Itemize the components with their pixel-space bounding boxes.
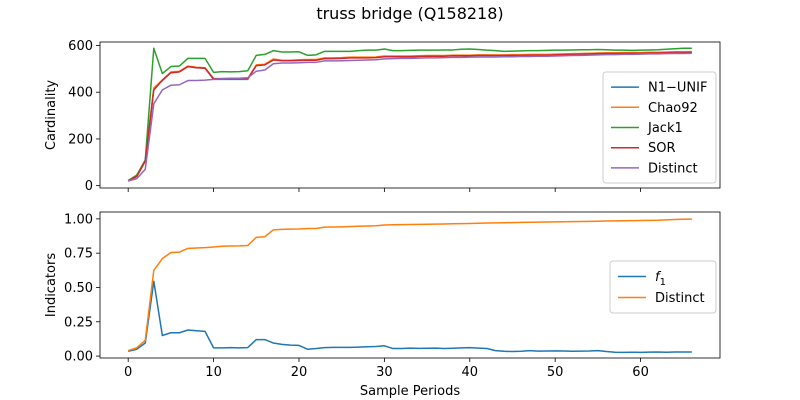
- y-axis-label: Cardinality: [44, 80, 59, 151]
- x-tick-label: 0: [124, 365, 132, 380]
- y-tick-label: 0.75: [64, 247, 93, 262]
- legend-box: [609, 260, 717, 314]
- x-axis-label: Sample Periods: [360, 384, 460, 399]
- y-tick-label: 0.50: [64, 281, 93, 296]
- y-tick-label: 0: [85, 179, 93, 194]
- plot-frame: [99, 211, 721, 359]
- cardinality-plot: 0 200 400 600 Cardinality N1−UNIF Chao92 Jack1 S…: [44, 39, 721, 194]
- legend-label: SOR: [648, 141, 676, 156]
- series-line-2: [127, 47, 692, 182]
- legend-label: f1: [655, 270, 666, 288]
- legend-label: N1−UNIF: [648, 81, 707, 96]
- y-tick-label: 0.00: [64, 350, 93, 365]
- legend-label: Jack1: [647, 121, 683, 136]
- x-tick-label: 10: [205, 365, 222, 380]
- plot-frame: [99, 41, 721, 189]
- indicators-plot: 0 10 20 30 40 50 60 0.00 0.25 0.50 0.75 1.00 Indicat…: [44, 211, 721, 399]
- x-tick-label: 20: [291, 365, 308, 380]
- legend-label: Distinct: [648, 161, 698, 176]
- y-tick-label: 600: [68, 39, 93, 54]
- series-line-0: [128, 280, 692, 354]
- y-tick-label: 0.25: [64, 315, 93, 330]
- figure-title: truss bridge (Q158218): [316, 4, 503, 23]
- series-line-4: [127, 52, 692, 182]
- y-axis-label: Indicators: [44, 253, 59, 317]
- series-line-1: [127, 218, 692, 352]
- y-tick-label: 1.00: [64, 212, 93, 227]
- x-tick-label: 60: [632, 365, 649, 380]
- x-tick-label: 40: [462, 365, 479, 380]
- legend: f1 Distinct: [609, 260, 717, 314]
- legend-label: Distinct: [655, 291, 705, 306]
- y-tick-label: 400: [68, 86, 93, 101]
- legend: N1−UNIF Chao92 Jack1 SOR Distinct: [602, 71, 717, 184]
- y-tick-label: 200: [68, 132, 93, 147]
- legend-label: Chao92: [648, 101, 698, 116]
- x-tick-label: 30: [376, 365, 393, 380]
- legend-box: [602, 71, 717, 184]
- x-tick-label: 50: [547, 365, 564, 380]
